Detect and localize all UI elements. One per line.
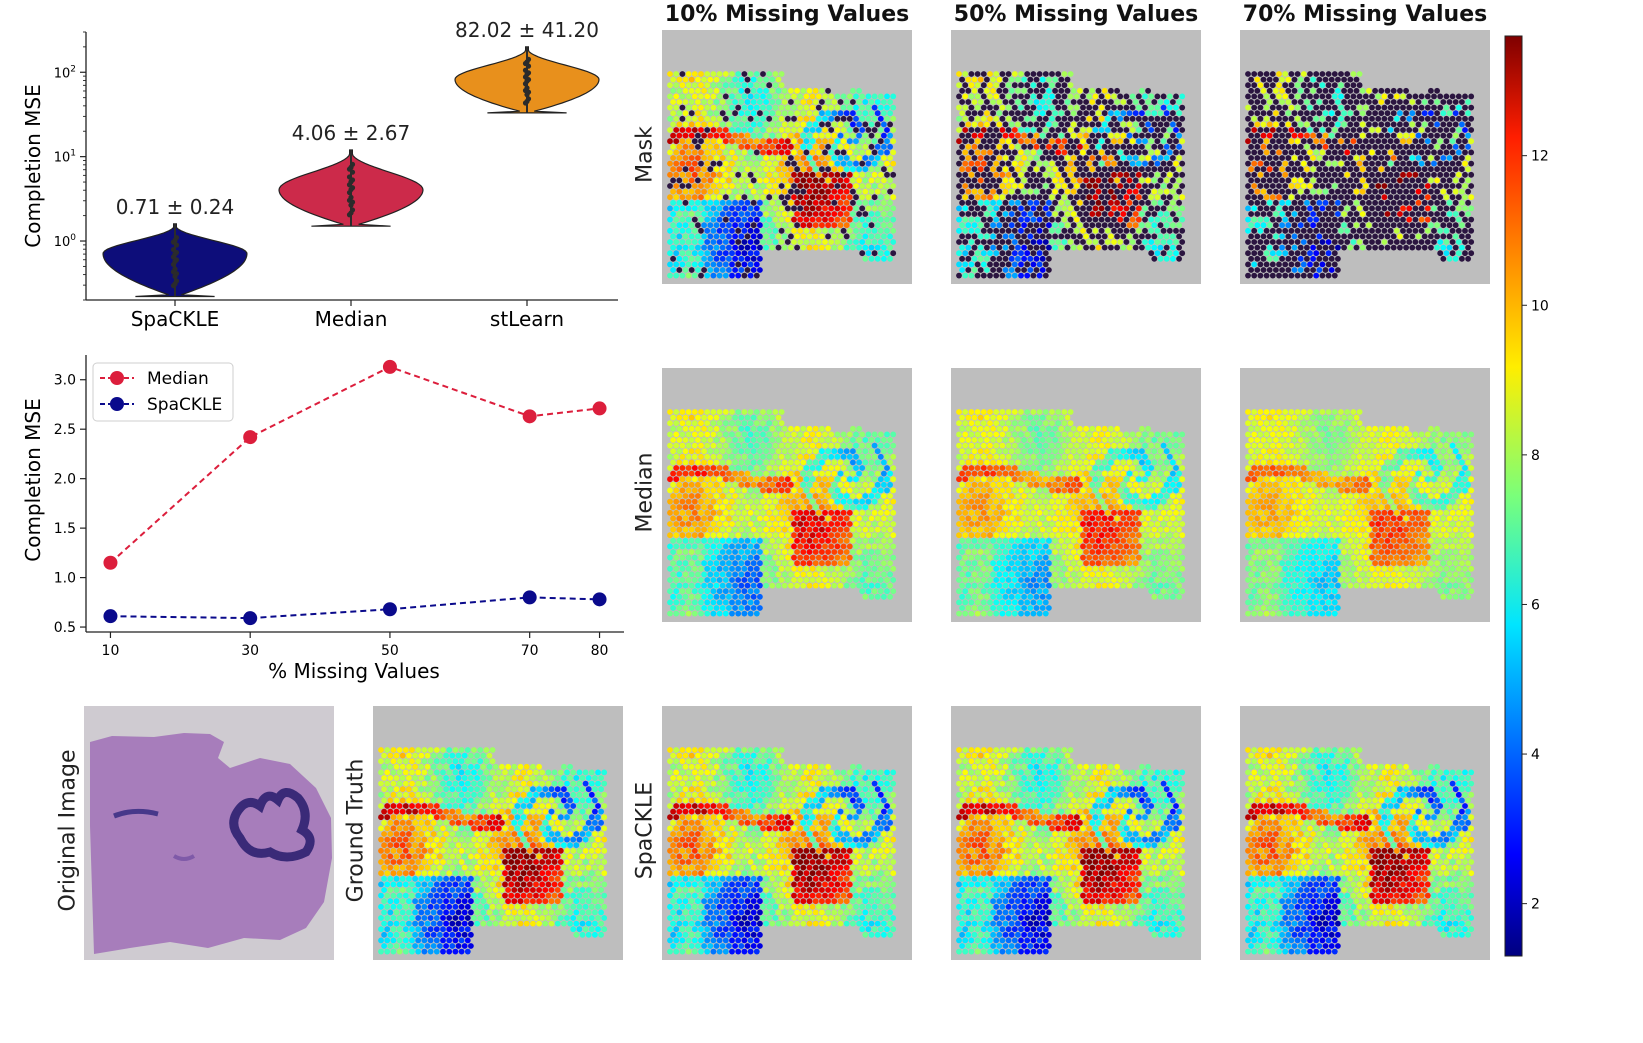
colorbar-tick-label: 10	[1531, 298, 1549, 314]
line-x-tick-label: 50	[381, 643, 399, 659]
tissue-cerebellum	[229, 788, 315, 862]
violin-annotation-median: 4.06 ± 2.67	[292, 121, 411, 145]
label-ground-truth: Ground Truth	[343, 758, 369, 903]
spot-grid	[956, 409, 1186, 617]
median-70-panel	[1240, 368, 1490, 622]
line-point-spackle	[592, 592, 607, 607]
legend-marker-spackle	[110, 397, 124, 411]
violin-y-tick-label: 101	[54, 149, 76, 166]
label-original-image: Original Image	[55, 749, 81, 912]
line-legend: Median SpaCKLE	[92, 362, 234, 422]
col-title-70: 70% Missing Values	[1242, 2, 1488, 27]
line-point-spackle	[522, 590, 537, 605]
legend-marker-median	[110, 371, 124, 385]
line-x-tick-label: 70	[521, 643, 539, 659]
violin-y-label: Completion MSE	[21, 84, 45, 248]
line-y-tick-label: 1.0	[54, 571, 76, 587]
row-label-median: Median	[632, 452, 658, 533]
line-point-median	[243, 430, 258, 445]
spot-grid	[1245, 71, 1475, 279]
violin-points-stlearn	[522, 46, 532, 113]
line-y-tick-label: 2.0	[54, 472, 76, 488]
line-point-spackle	[243, 611, 258, 626]
spackle-70-panel	[1240, 706, 1490, 960]
violin-points-spackle	[170, 223, 180, 297]
line-x-label: % Missing Values	[268, 659, 440, 683]
colorbar-tick-label: 8	[1531, 448, 1540, 464]
mask-70-panel	[1240, 30, 1490, 284]
line-chart: 0.5 1.0 1.5 2.0 2.5 3.0 10 30 50 70 80 Completion…	[21, 355, 624, 683]
spot-grid	[667, 747, 897, 955]
colorbar-tick-label: 6	[1531, 597, 1540, 613]
colorbar-gradient	[1504, 35, 1523, 957]
violin-x-tick-label: SpaCKLE	[131, 307, 220, 331]
line-point-median	[382, 359, 397, 374]
line-y-tick-label: 3.0	[54, 373, 76, 389]
mask-50-panel	[951, 30, 1201, 284]
median-10-panel	[662, 368, 912, 622]
spot-grid	[378, 747, 608, 955]
legend-label-spackle: SpaCKLE	[147, 395, 222, 415]
colorbar-tick-label: 12	[1531, 149, 1549, 165]
line-series-spackle	[110, 596, 600, 620]
line-point-median	[522, 409, 537, 424]
spackle-50-panel	[951, 706, 1201, 960]
spot-grid	[956, 747, 1186, 955]
line-x-tick-label: 10	[102, 643, 120, 659]
line-y-label: Completion MSE	[21, 398, 45, 562]
colorbar-tick-label: 4	[1531, 747, 1540, 763]
violin-x-tick-label: stLearn	[490, 307, 564, 331]
line-x-tick-label: 80	[591, 643, 609, 659]
violin-points-median	[346, 149, 356, 227]
violin-annotation-spackle: 0.71 ± 0.24	[116, 195, 235, 219]
line-x-tick-label: 30	[241, 643, 259, 659]
line-y-tick-label: 1.5	[54, 521, 76, 537]
line-point-median	[592, 401, 607, 416]
spot-grid	[667, 409, 897, 617]
line-point-spackle	[103, 609, 118, 624]
violin-y-tick-label: 102	[54, 64, 76, 81]
violin-annotation-stlearn: 82.02 ± 41.20	[455, 18, 599, 42]
spot-grid	[1245, 409, 1475, 617]
legend-label-median: Median	[147, 369, 209, 389]
colorbar: 2 4 6 8 10 12	[1504, 35, 1549, 957]
original-image-panel	[84, 706, 334, 960]
line-point-spackle	[382, 602, 397, 617]
line-point-median	[103, 555, 118, 570]
violin-x-tick-label: Median	[315, 307, 388, 331]
spot-grid	[1245, 747, 1475, 955]
mask-10-panel	[662, 30, 912, 284]
violin-chart: 0.71 ± 0.24 4.06 ± 2.67 82.02 ± 41.20 100 1…	[21, 18, 618, 331]
row-label-mask: Mask	[632, 126, 658, 183]
tissue-hippocampus	[113, 808, 159, 819]
colorbar-tick-label: 2	[1531, 897, 1540, 913]
violin-y-tick-label: 100	[54, 233, 77, 250]
spackle-10-panel	[662, 706, 912, 960]
spot-grid	[956, 71, 1186, 279]
ground-truth-panel	[373, 706, 623, 960]
line-y-tick-label: 2.5	[54, 422, 76, 438]
row-label-spackle: SpaCKLE	[632, 781, 658, 880]
median-50-panel	[951, 368, 1201, 622]
col-title-10: 10% Missing Values	[664, 2, 910, 27]
line-y-tick-label: 0.5	[54, 620, 76, 636]
tissue-section	[90, 733, 332, 954]
spot-grid	[667, 71, 897, 279]
col-title-50: 50% Missing Values	[953, 2, 1199, 27]
